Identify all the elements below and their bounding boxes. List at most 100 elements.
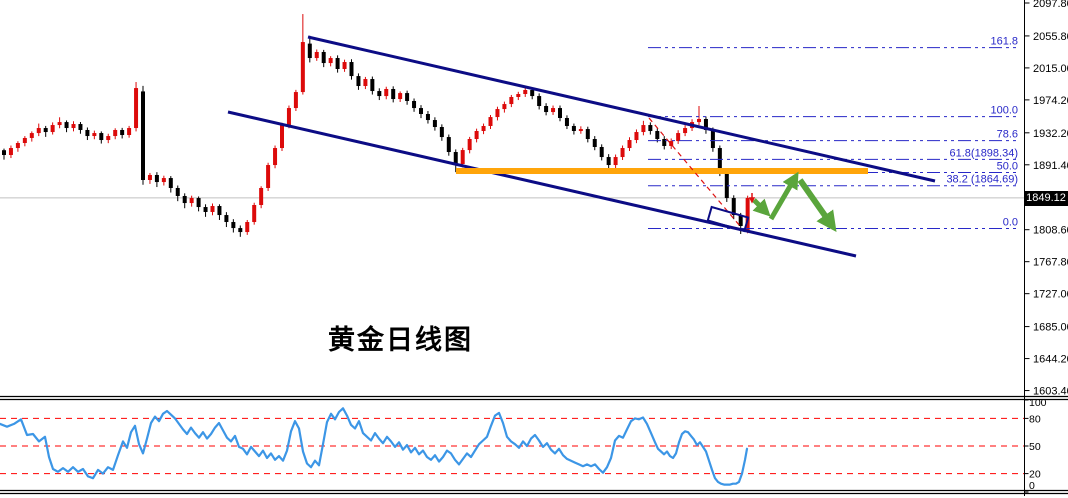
candle-body xyxy=(22,137,27,144)
price-tick-label: 1644.20 xyxy=(1033,354,1068,366)
price-tick-label: 2055.80 xyxy=(1033,31,1068,43)
fib-level-label: 50.0 xyxy=(997,161,1018,173)
price-tick-label: 2015.00 xyxy=(1033,63,1068,75)
price-tick-label: 1767.80 xyxy=(1033,257,1068,269)
candle-body xyxy=(544,106,549,113)
candle-body xyxy=(398,93,403,100)
fib-level-label: 38.2 (1864.69) xyxy=(946,174,1018,186)
candle-body xyxy=(203,207,208,212)
red-trendline[interactable] xyxy=(648,117,741,227)
indicator-tick-label: 80 xyxy=(1029,413,1041,425)
candle-body xyxy=(127,128,132,136)
candle-body xyxy=(182,195,187,204)
candle-body xyxy=(578,129,583,132)
candle-body xyxy=(15,143,20,149)
indicator-panel: 100 80 50 200 xyxy=(0,397,1047,493)
price-tick-label: 1727.00 xyxy=(1033,289,1068,301)
forecast-arrow-1[interactable] xyxy=(752,198,771,217)
candle-body xyxy=(412,100,417,109)
candle-body xyxy=(280,125,284,149)
candle-body xyxy=(710,129,715,149)
channel-lower-line[interactable] xyxy=(227,110,857,258)
candle-body xyxy=(405,93,410,101)
candle-body xyxy=(613,157,618,166)
candle-body xyxy=(620,148,625,158)
candle-body xyxy=(669,141,674,146)
candle-body xyxy=(425,113,430,121)
candle-body xyxy=(50,125,55,133)
candle-body xyxy=(509,96,514,105)
candle-body xyxy=(627,140,632,149)
candle-body xyxy=(703,119,708,130)
fib-level-label: 100.0 xyxy=(990,105,1018,117)
price-tick-label: 1685.00 xyxy=(1033,322,1068,334)
candle-body xyxy=(495,109,500,118)
candle-body xyxy=(286,108,291,126)
candle-body xyxy=(676,133,681,142)
price-tick-label: 2097.80 xyxy=(1033,0,1068,10)
candle-body xyxy=(537,96,542,107)
candle-body xyxy=(453,152,458,165)
current-price-tag: 1849.12 xyxy=(1024,191,1068,206)
candle-body xyxy=(71,124,76,129)
candle-body xyxy=(446,137,451,153)
candle-body xyxy=(745,197,750,231)
candle-body xyxy=(523,90,528,95)
candle-body xyxy=(57,122,62,126)
candle-body xyxy=(606,157,611,166)
candle-body xyxy=(238,228,243,233)
candle-body xyxy=(599,146,604,158)
candle-body xyxy=(551,108,556,113)
candle-body xyxy=(460,150,465,165)
price-tick-label: 1808.60 xyxy=(1033,225,1068,237)
candle-body xyxy=(634,132,639,141)
candle-body xyxy=(516,94,521,97)
candle-body xyxy=(259,187,264,206)
candle-body xyxy=(307,43,312,59)
indicator-tick-label: 100 xyxy=(1029,397,1047,409)
forecast-arrow-3[interactable] xyxy=(797,178,837,233)
candle-body xyxy=(474,131,479,140)
fib-level-label: 78.6 xyxy=(997,129,1018,141)
candle-body xyxy=(592,139,597,147)
candle-body xyxy=(558,108,562,118)
candle-body xyxy=(370,79,375,92)
indicator-tick-label: 50 xyxy=(1029,441,1041,453)
candle-body xyxy=(349,62,354,77)
forecast-arrows[interactable] xyxy=(752,171,837,233)
forecast-arrow-2[interactable] xyxy=(768,171,799,221)
candle-body xyxy=(391,88,396,100)
indicator-tick-label: 0 xyxy=(1029,480,1035,492)
candle-body xyxy=(8,148,13,155)
candle-body xyxy=(161,178,166,183)
price-tick-label: 1603.40 xyxy=(1033,386,1068,398)
candle-body xyxy=(64,122,69,129)
candle-body xyxy=(314,51,319,59)
indicator-tick-label: 20 xyxy=(1029,469,1041,481)
candle-body xyxy=(655,131,660,140)
candle-body xyxy=(356,76,361,87)
price-axis: 2097.80 2055.80 2015.00 1974.20 1932.20 1891.… xyxy=(1024,0,1068,496)
candle-body xyxy=(585,129,590,140)
candle-body xyxy=(717,148,722,173)
bottom-circle-annotation[interactable] xyxy=(706,205,750,233)
candle-body xyxy=(502,104,507,110)
chart-title-annotation[interactable]: 黄金日线图 xyxy=(328,325,473,355)
candle-body xyxy=(210,206,215,212)
candle-body xyxy=(2,150,6,155)
channel-upper-line[interactable] xyxy=(307,35,936,183)
candle-body xyxy=(738,215,743,227)
candle-body xyxy=(252,205,257,223)
candle-body xyxy=(147,174,152,181)
candles-layer xyxy=(2,14,750,237)
candle-body xyxy=(43,128,48,133)
candle-body xyxy=(328,58,333,64)
candle-body xyxy=(571,125,576,132)
fibonacci-retracement[interactable]: 161.8 100.0 78.6 61.8(1898.34) 50.038.2 (186… xyxy=(648,36,1018,229)
candle-body xyxy=(419,108,423,114)
candle-body xyxy=(467,139,472,151)
candle-body xyxy=(384,88,389,97)
candle-body xyxy=(106,136,111,141)
